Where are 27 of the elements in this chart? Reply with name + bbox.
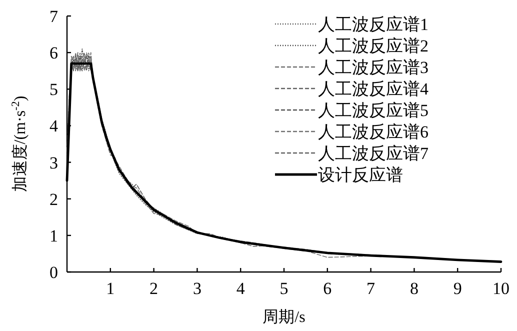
legend-label: 人工波反应谱3 bbox=[318, 58, 428, 77]
y-tick-label: 3 bbox=[50, 153, 58, 172]
y-tick-label: 4 bbox=[50, 116, 58, 136]
legend-label: 人工波反应谱5 bbox=[318, 101, 428, 120]
y-tick-label: 7 bbox=[50, 7, 58, 26]
x-tick-label: 10 bbox=[492, 279, 510, 298]
y-tick-label: 5 bbox=[50, 80, 58, 100]
x-tick-label: 2 bbox=[150, 279, 158, 298]
x-tick-label: 4 bbox=[236, 279, 246, 298]
y-tick-label: 2 bbox=[50, 190, 58, 209]
x-tick-label: 3 bbox=[192, 279, 202, 298]
x-tick-label: 8 bbox=[410, 279, 418, 298]
legend-label: 人工波反应谱6 bbox=[318, 122, 428, 142]
legend-label: 人工波反应谱4 bbox=[318, 80, 429, 98]
x-tick-label: 6 bbox=[323, 279, 332, 298]
y-tick-label: 6 bbox=[50, 44, 58, 63]
y-tick-label: 1 bbox=[50, 226, 58, 246]
y-tick-label: 0 bbox=[50, 263, 58, 282]
legend-label: 人工波反应谱2 bbox=[318, 36, 428, 56]
legend-label: 人工波反应谱1 bbox=[318, 15, 428, 34]
legend-label: 设计反应谱 bbox=[318, 166, 403, 184]
legend-label: 人工波反应谱7 bbox=[318, 144, 429, 163]
x-tick-label: 1 bbox=[106, 279, 115, 298]
x-tick-label: 7 bbox=[366, 279, 376, 298]
x-tick-label: 9 bbox=[453, 279, 462, 298]
x-tick-label: 5 bbox=[280, 279, 288, 298]
x-axis-title: 周期/s bbox=[262, 308, 306, 326]
